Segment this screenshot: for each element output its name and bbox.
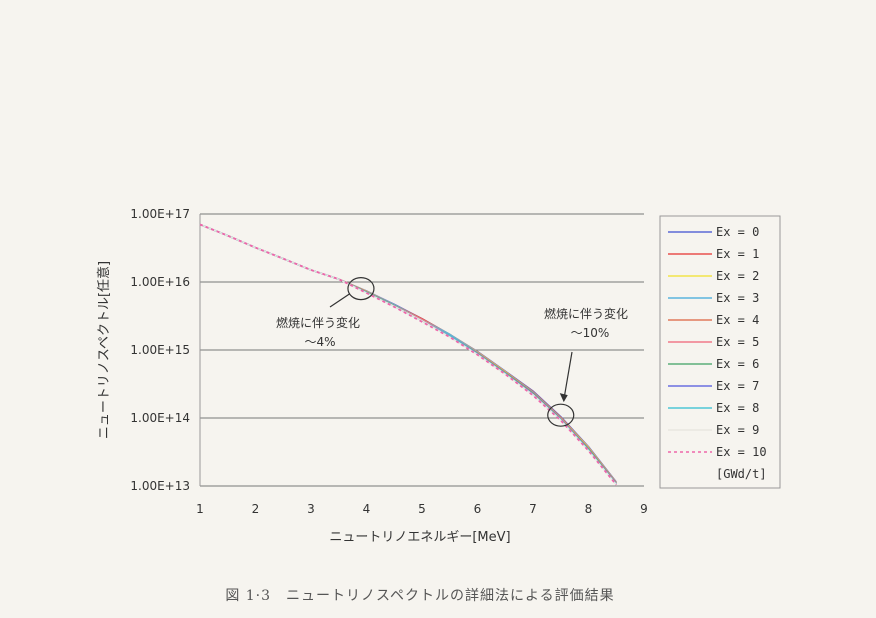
series-lines — [199, 223, 617, 486]
legend-item: Ex = 5 — [716, 335, 759, 349]
series-line-2 — [199, 223, 617, 484]
series-line-5 — [199, 223, 617, 484]
legend-item: Ex = 2 — [716, 269, 759, 283]
x-tick-label: 5 — [418, 502, 426, 516]
x-axis-title: ニュートリノエネルギー[MeV] — [329, 530, 510, 545]
annotation-label: 燃焼に伴う変化 — [276, 315, 360, 330]
legend-item: Ex = 0 — [716, 225, 759, 239]
x-tick-label: 9 — [640, 502, 648, 516]
legend-item: Ex = 7 — [716, 379, 759, 393]
y-tick-label: 1.00E+17 — [130, 207, 190, 221]
legend-item: Ex = 4 — [716, 313, 759, 327]
annotation-arrowhead — [559, 393, 568, 403]
x-tick-label: 7 — [529, 502, 537, 516]
y-axis: 1.00E+17 1.00E+16 1.00E+15 1.00E+14 1.00E+13 — [130, 207, 201, 493]
y-axis-title: ニュートリノスペクトル[任意] — [96, 261, 112, 439]
legend-box — [659, 215, 781, 489]
legend-item: Ex = 6 — [716, 357, 759, 371]
x-tick-label: 8 — [585, 502, 593, 516]
gridlines — [200, 213, 644, 487]
legend-unit: [GWd/t] — [716, 467, 767, 481]
x-tick-label: 1 — [196, 502, 204, 516]
series-line-7 — [199, 223, 617, 485]
series-line-10 — [199, 223, 617, 486]
y-tick-label: 1.00E+16 — [130, 275, 190, 289]
x-tick-label: 2 — [252, 502, 260, 516]
series-line-4 — [199, 223, 617, 484]
annotations: 燃焼に伴う変化 ～4% 燃焼に伴う変化 ～10% — [276, 276, 628, 427]
x-tick-label: 3 — [307, 502, 315, 516]
annotation-label: 燃焼に伴う変化 — [544, 306, 628, 321]
y-tick-label: 1.00E+15 — [130, 343, 190, 357]
series-line-0 — [199, 223, 617, 483]
annotation-value: ～4% — [304, 335, 335, 349]
legend-item: Ex = 1 — [716, 247, 759, 261]
series-line-9 — [199, 223, 617, 486]
annotation-arrow — [329, 293, 351, 308]
x-axis: 1 2 3 4 5 6 7 8 9 — [196, 502, 648, 516]
series-line-1 — [199, 223, 617, 483]
legend-item: Ex = 9 — [716, 423, 759, 437]
legend: Ex = 0 Ex = 1 Ex = 2 Ex = 3 Ex = 4 Ex = 5 Ex =… — [659, 215, 781, 489]
annotation-circle — [347, 276, 375, 301]
series-line-3 — [199, 223, 617, 484]
x-tick-label: 4 — [363, 502, 371, 516]
annotation-arrow — [563, 351, 573, 401]
series-line-6 — [199, 223, 617, 485]
y-tick-label: 1.00E+14 — [130, 411, 190, 425]
figure-caption: 図 1·3 ニュートリノスペクトルの詳細法による評価結果 — [225, 588, 614, 604]
legend-item: Ex = 3 — [716, 291, 759, 305]
x-tick-label: 6 — [474, 502, 482, 516]
series-line-8 — [199, 223, 617, 485]
annotation-value: ～10% — [571, 326, 610, 340]
y-tick-label: 1.00E+13 — [130, 479, 190, 493]
legend-item: Ex = 8 — [716, 401, 759, 415]
legend-item: Ex = 10 — [716, 445, 767, 459]
annotation-circle — [547, 403, 575, 427]
